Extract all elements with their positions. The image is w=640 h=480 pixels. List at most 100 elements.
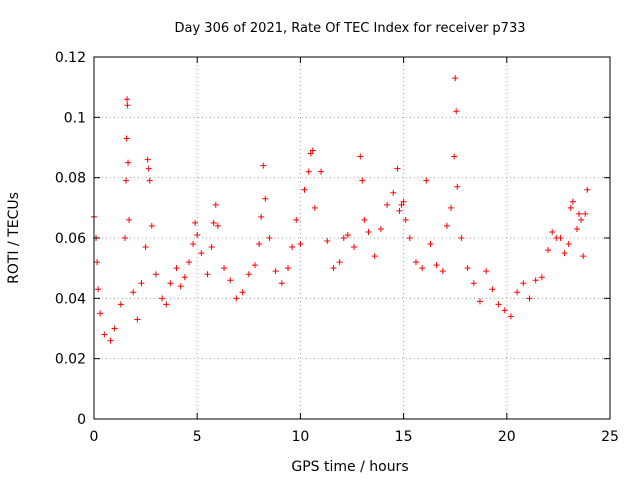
data-point: [344, 231, 351, 238]
data-point: [125, 159, 132, 166]
data-point: [233, 295, 240, 302]
x-tick-label: 25: [601, 429, 619, 445]
data-point: [107, 337, 114, 344]
data-point: [297, 241, 304, 248]
data-point: [212, 201, 219, 208]
data-point: [458, 235, 465, 241]
data-point: [262, 195, 269, 202]
y-tick-label: 0.1: [64, 110, 86, 126]
data-point: [507, 313, 514, 320]
data-point: [464, 265, 471, 272]
x-axis-label: GPS time / hours: [291, 459, 408, 475]
data-point: [584, 186, 591, 193]
data-points: [91, 75, 591, 344]
data-point: [501, 307, 508, 314]
data-point: [340, 235, 347, 241]
data-point: [221, 265, 228, 272]
data-point: [148, 222, 155, 229]
data-point: [214, 222, 221, 229]
data-point: [489, 286, 496, 293]
data-point: [256, 241, 263, 248]
data-point: [311, 204, 318, 211]
chart-title: Day 306 of 2021, Rate Of TEC Index for r…: [175, 21, 526, 36]
data-point: [138, 280, 145, 287]
data-point: [239, 289, 246, 296]
data-point: [573, 225, 580, 232]
data-point: [210, 219, 217, 226]
x-tick-label: 15: [395, 429, 413, 445]
data-point: [567, 204, 574, 211]
data-point: [545, 247, 552, 254]
x-tick-label: 20: [498, 429, 516, 445]
data-point: [452, 75, 459, 82]
data-point: [94, 259, 101, 266]
data-point: [578, 216, 585, 223]
data-point: [361, 216, 368, 223]
data-point: [272, 268, 279, 275]
data-point: [208, 244, 215, 251]
y-axis-label: ROTI / TECUs: [6, 192, 22, 284]
data-point: [384, 201, 391, 208]
data-point: [520, 280, 527, 287]
data-point: [439, 268, 446, 275]
data-point: [134, 316, 141, 323]
data-point: [130, 289, 137, 296]
data-point: [124, 96, 131, 103]
data-point: [126, 216, 133, 223]
data-point: [289, 244, 296, 251]
data-point: [419, 265, 426, 272]
data-point: [121, 235, 128, 241]
data-point: [330, 265, 337, 272]
data-point: [398, 201, 405, 208]
data-point: [454, 183, 461, 190]
data-point: [336, 259, 343, 266]
plot-frame: [93, 56, 611, 420]
data-point: [227, 277, 234, 284]
data-point: [538, 274, 545, 281]
y-tick-label: 0.02: [55, 352, 86, 368]
data-point: [117, 301, 124, 308]
data-point: [204, 271, 211, 278]
data-point: [124, 102, 131, 109]
y-tick-label: 0.12: [55, 50, 86, 66]
x-tick-label: 5: [193, 429, 202, 445]
y-tick-label: 0.04: [55, 291, 86, 307]
y-tick-label: 0.06: [55, 231, 86, 247]
data-point: [532, 277, 539, 284]
data-point: [167, 280, 174, 287]
x-tick-label: 0: [90, 429, 99, 445]
data-point: [122, 177, 129, 184]
data-point: [324, 238, 331, 245]
data-point: [185, 259, 192, 266]
data-point: [194, 231, 201, 238]
data-point: [181, 274, 188, 281]
data-point: [192, 219, 199, 226]
x-tick-label: 10: [291, 429, 309, 445]
data-point: [152, 271, 159, 278]
data-point: [371, 253, 378, 260]
data-point: [190, 241, 197, 248]
data-point: [285, 265, 292, 272]
data-point: [565, 241, 572, 248]
data-point: [293, 216, 300, 223]
data-point: [177, 283, 184, 290]
data-point: [173, 265, 180, 272]
data-point: [245, 271, 252, 278]
data-point: [582, 210, 589, 217]
data-point: [495, 301, 502, 308]
data-point: [396, 207, 403, 214]
data-point: [101, 331, 108, 338]
data-point: [476, 298, 483, 305]
data-point: [365, 228, 372, 235]
data-point: [145, 165, 152, 172]
data-point: [266, 235, 273, 241]
data-point: [301, 186, 308, 193]
data-point: [412, 259, 419, 266]
data-point: [526, 295, 533, 302]
data-point: [470, 280, 477, 287]
grid-lines: [94, 57, 610, 419]
data-point: [97, 310, 104, 317]
data-point: [580, 253, 587, 260]
data-point: [144, 156, 151, 163]
data-point: [406, 235, 413, 241]
